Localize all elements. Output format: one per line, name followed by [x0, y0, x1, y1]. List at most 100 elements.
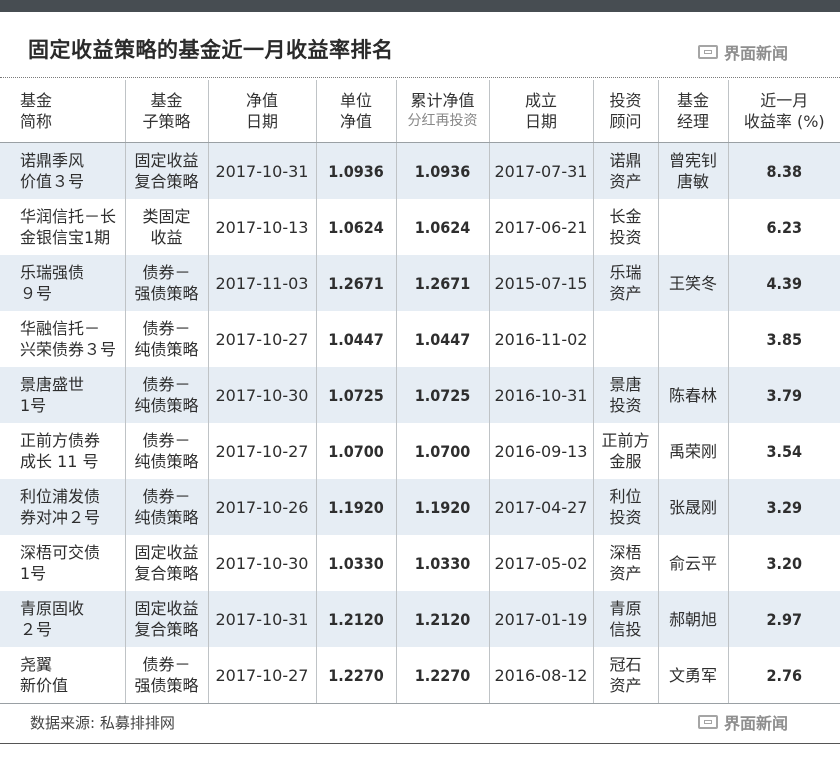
cell-line: 固定收益 [134, 599, 199, 618]
cell-line: 资产 [609, 676, 642, 695]
brand-logo-icon [698, 715, 718, 729]
cell-line: 长金 [609, 207, 642, 226]
cell-line: 1号 [20, 564, 47, 583]
cell-advisor: 乐瑞 资产 [592, 255, 658, 311]
cell-sub-strategy: 债券－ 纯债策略 [124, 311, 208, 367]
cell-sub-strategy: 债券－ 纯债策略 [124, 479, 208, 535]
cell-line: 债券－ [142, 431, 191, 450]
cell-inception-date: 2017-01-19 [488, 591, 593, 647]
cell-manager: 郝朝旭 [657, 591, 728, 647]
cell-line: 文勇军 [668, 665, 717, 685]
cell-sub-strategy: 固定收益 复合策略 [124, 591, 208, 647]
cell-line: 乐瑞强债 [20, 263, 85, 282]
cell-line: 资产 [609, 172, 642, 191]
header-unit-nav: 单位 净值 [315, 80, 396, 143]
cell-line: 乐瑞 [609, 263, 642, 282]
fund-ranking-table: 基金 简称 基金 子策略 净值 日期 单位 净值 累计净值 分红再投资 成立 日期 投资 顾问… [0, 80, 840, 704]
cell-manager: 禹荣刚 [657, 423, 728, 479]
header-sub-strategy: 基金 子策略 [124, 80, 208, 143]
cell-inception-date: 2016-09-13 [488, 423, 593, 479]
cell-sub-strategy: 类固定 收益 [124, 199, 208, 255]
cell-monthly-return: 3.29 [727, 479, 840, 535]
cell-line: 张晟刚 [668, 497, 717, 517]
cell-unit-nav: 1.2270 [315, 647, 396, 704]
cell-inception-date: 2016-08-12 [488, 647, 593, 704]
cell-line: 诺鼎季风 [20, 151, 85, 170]
cell-line: 纯债策略 [134, 508, 199, 527]
brand-logo-text: 界面新闻 [724, 44, 789, 63]
cell-line: 王笑冬 [668, 273, 717, 293]
cell-advisor [592, 311, 658, 367]
cell-nav-date: 2017-10-31 [207, 591, 316, 647]
cell-line: 固定收益 [134, 151, 199, 170]
cell-line: 复合策略 [134, 564, 199, 583]
cell-advisor: 青原 信投 [592, 591, 658, 647]
cell-cumulative-nav: 1.2270 [395, 647, 489, 704]
header-monthly-return: 近一月 收益率 (%) [727, 80, 840, 143]
cell-manager [657, 311, 728, 367]
cell-manager: 张晟刚 [657, 479, 728, 535]
header-nav-date: 净值 日期 [207, 80, 316, 143]
footer-divider [0, 743, 840, 744]
cell-line: 尧翼 [20, 655, 53, 674]
cell-line: 信投 [609, 620, 642, 639]
cell-line: 诺鼎 [609, 151, 642, 170]
cell-unit-nav: 1.0624 [315, 199, 396, 255]
cell-line: 金服 [609, 452, 642, 471]
cell-sub-strategy: 债券－ 纯债策略 [124, 367, 208, 423]
cell-line: 郝朝旭 [668, 609, 717, 629]
cell-line: 正前方债券 [20, 431, 101, 450]
brand-logo-icon [698, 45, 718, 59]
cell-line: 强债策略 [134, 676, 199, 695]
cell-line: 景唐 [609, 375, 642, 394]
cell-inception-date: 2016-10-31 [488, 367, 593, 423]
data-source-note: 数据来源: 私募排排网 [30, 714, 175, 732]
cell-line: 唐敏 [676, 172, 709, 191]
cell-nav-date: 2017-10-30 [207, 535, 316, 591]
table-row: 青原固收 ２号 固定收益 复合策略 2017-10-31 1.2120 1.2120 2017… [0, 591, 840, 647]
cell-line: 纯债策略 [134, 340, 199, 359]
cell-line: 禹荣刚 [668, 441, 717, 461]
cell-sub-strategy: 固定收益 复合策略 [124, 142, 208, 199]
cell-line: 资产 [609, 284, 642, 303]
cell-nav-date: 2017-11-03 [207, 255, 316, 311]
cell-sub-strategy: 债券－ 强债策略 [124, 647, 208, 704]
cell-line: 华润信托－长 [20, 207, 117, 226]
cell-monthly-return: 2.76 [727, 647, 840, 704]
table-row: 景唐盛世 1号 债券－ 纯债策略 2017-10-30 1.0725 1.0725 2016-… [0, 367, 840, 423]
cell-monthly-return: 3.79 [727, 367, 840, 423]
title-divider [0, 77, 840, 78]
cell-unit-nav: 1.2120 [315, 591, 396, 647]
cell-nav-date: 2017-10-31 [207, 142, 316, 199]
cell-line: 投资 [609, 396, 642, 415]
cell-line: 冠石 [609, 655, 642, 674]
table-row: 诺鼎季风 价值３号 固定收益 复合策略 2017-10-31 1.0936 1.0936 20… [0, 142, 840, 199]
brand-logo-text: 界面新闻 [724, 714, 789, 733]
cell-monthly-return: 4.39 [727, 255, 840, 311]
cell-manager: 王笑冬 [657, 255, 728, 311]
table-row: 深梧可交债 1号 固定收益 复合策略 2017-10-30 1.0330 1.0330 201… [0, 535, 840, 591]
cell-nav-date: 2017-10-13 [207, 199, 316, 255]
cell-nav-date: 2017-10-26 [207, 479, 316, 535]
cell-inception-date: 2016-11-02 [488, 311, 593, 367]
cell-cumulative-nav: 1.0330 [395, 535, 489, 591]
table-row: 正前方债券 成长 11 号债券－ 纯债策略 2017-10-27 1.0700 1.070… [0, 423, 840, 479]
cell-line: 1号 [20, 396, 47, 415]
cell-line: 类固定 [142, 207, 191, 226]
cell-inception-date: 2017-07-31 [488, 142, 593, 199]
cell-line: 利位 [609, 487, 642, 506]
cell-line: 强债策略 [134, 284, 199, 303]
cell-cumulative-nav: 1.1920 [395, 479, 489, 535]
cell-line: 俞云平 [668, 553, 717, 573]
cell-fund-name: 诺鼎季风 价值３号 [0, 142, 125, 199]
table-row: 乐瑞强债 ９号 债券－ 强债策略 2017-11-03 1.2671 1.2671 2015-… [0, 255, 840, 311]
cell-fund-name: 利位浦发债 券对冲２号 [0, 479, 125, 535]
table-row: 利位浦发债 券对冲２号 债券－ 纯债策略 2017-10-26 1.1920 1.1920 2… [0, 479, 840, 535]
cell-nav-date: 2017-10-27 [207, 423, 316, 479]
cell-line: 深梧 [609, 543, 642, 562]
cell-monthly-return: 6.23 [727, 199, 840, 255]
cell-manager [657, 199, 728, 255]
cell-line: 纯债策略 [134, 396, 199, 415]
cell-fund-name: 青原固收 ２号 [0, 591, 125, 647]
cell-advisor: 冠石 资产 [592, 647, 658, 704]
